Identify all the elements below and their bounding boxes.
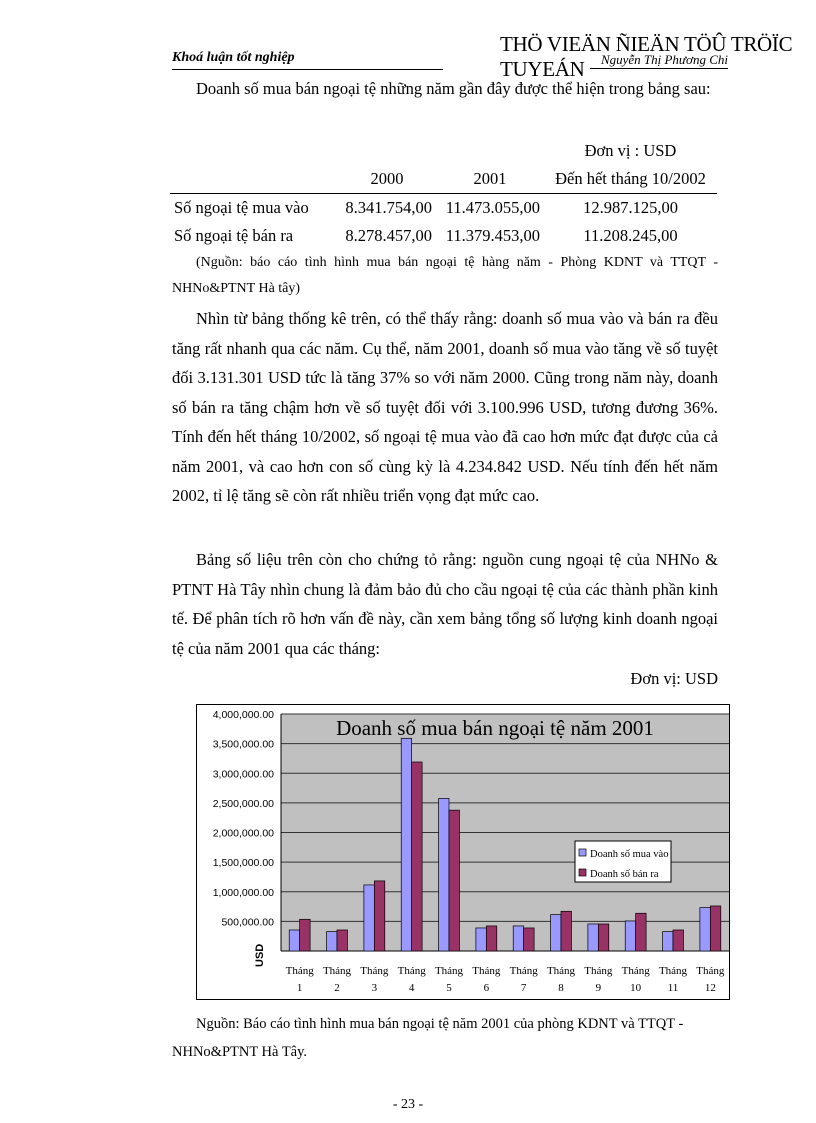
y-tick-label: 3,500,000.00	[213, 739, 274, 751]
x-tick-label: Tháng	[398, 965, 427, 977]
x-tick-label: Tháng	[472, 965, 501, 977]
bar-buy	[326, 931, 338, 952]
bar-sell	[336, 929, 348, 952]
x-tick-label: 1	[297, 982, 303, 994]
bar-buy	[400, 737, 413, 952]
bar-sell	[448, 809, 460, 952]
col-header: 2000	[370, 169, 404, 188]
legend-label: Doanh số mua vào	[590, 849, 668, 860]
header-rule	[172, 69, 443, 70]
table-row: Số ngoại tệ mua vào 8.341.754,00 11.473.…	[170, 194, 717, 223]
header-author: Nguyễn Thị Phương Chi	[590, 52, 728, 69]
bar-sell	[560, 910, 572, 952]
col-header: 2001	[473, 169, 507, 188]
x-tick-label: 12	[705, 982, 716, 994]
x-tick-label: 7	[521, 982, 527, 994]
x-tick-label: 2	[334, 982, 340, 994]
bar-sell	[597, 923, 610, 952]
bar-sell	[635, 912, 647, 952]
x-tick-label: Tháng	[584, 965, 613, 977]
bar-buy	[624, 920, 637, 952]
y-tick-label: 2,000,000.00	[213, 828, 274, 840]
bar-sell	[411, 761, 423, 952]
x-tick-label: 3	[372, 982, 378, 994]
x-tick-label: 9	[596, 982, 602, 994]
x-tick-label: Tháng	[547, 965, 576, 977]
cell: 8.278.457,00	[345, 226, 432, 245]
table-unit: Đơn vị : USD	[584, 141, 677, 160]
row-label: Số ngoại tệ bán ra	[174, 226, 294, 245]
bar-chart: 500,000.00 1,000,000.00 1,500,000.00 2,000,…	[213, 709, 729, 994]
cell: 11.379.453,00	[445, 226, 540, 245]
chart-title: Doanh số mua bán ngoại tệ năm 2001	[336, 716, 654, 740]
table-source: (Nguồn: báo cáo tình hình mua bán ngoại …	[172, 255, 718, 296]
bar-sell	[672, 929, 684, 952]
col-header: Đến hết tháng 10/2002	[555, 169, 706, 188]
bar-sell	[709, 905, 722, 952]
x-tick-label: 4	[409, 982, 415, 994]
y-tick-label: 2,500,000.00	[213, 798, 274, 810]
sales-table: Đơn vị : USD 2000 2001 Đến hết tháng 10/…	[170, 137, 717, 250]
bar-buy	[662, 931, 674, 952]
bar-buy	[363, 884, 375, 952]
bar-sell	[523, 927, 535, 952]
bar-sell	[299, 918, 311, 952]
cell: 12.987.125,00	[583, 198, 678, 217]
legend	[574, 840, 672, 883]
legend-swatch	[578, 868, 587, 877]
header-title: Khoá luận tốt nghiệp	[172, 50, 295, 65]
chart-source: Nguồn: Báo cáo tình hình mua bán ngoại t…	[172, 1016, 684, 1060]
x-tick-label: Tháng	[696, 965, 725, 977]
y-tick-label: 1,000,000.00	[213, 887, 274, 899]
y-axis-label: USD	[254, 944, 266, 967]
bar-sell	[485, 925, 498, 952]
table-header-row: 2000 2001 Đến hết tháng 10/2002	[170, 165, 717, 194]
bar-buy	[475, 927, 487, 952]
chart-frame: 500,000.00 1,000,000.00 1,500,000.00 2,000,…	[196, 704, 730, 1000]
bar-buy	[587, 923, 599, 952]
bar-buy	[512, 925, 525, 952]
bar-buy	[550, 914, 562, 952]
cell: 8.341.754,00	[345, 198, 432, 217]
x-tick-label: Tháng	[360, 965, 389, 977]
y-tick-label: 3,000,000.00	[213, 768, 274, 780]
header-watermark: THÖ VIEÄN ÑIEÄN TÖÛ TRÖÏC TUYEÁN	[500, 32, 793, 81]
x-tick-label: 5	[446, 982, 452, 994]
bar-buy	[699, 907, 711, 952]
chart-unit: Đơn vị: USD	[630, 669, 718, 688]
x-tick-label: 11	[668, 982, 679, 994]
row-label: Số ngoại tệ mua vào	[174, 198, 309, 217]
y-tick-label: 1,500,000.00	[213, 857, 274, 869]
x-tick-label: Tháng	[286, 965, 315, 977]
x-tick-label: 10	[630, 982, 642, 994]
x-tick-label: Tháng	[510, 965, 539, 977]
x-tick-label: 8	[558, 982, 564, 994]
x-tick-label: Tháng	[659, 965, 688, 977]
x-tick-label: Tháng	[622, 965, 651, 977]
cell: 11.208.245,00	[583, 226, 678, 245]
page-number: - 23 -	[392, 1097, 424, 1112]
legend-label: Doanh số bán ra	[590, 869, 659, 880]
y-tick-label: 500,000.00	[221, 916, 274, 928]
table-row: Số ngoại tệ bán ra 8.278.457,00 11.379.4…	[170, 222, 717, 250]
paragraph-2: Bảng số liệu trên còn cho chứng tỏ rằng:…	[172, 550, 718, 658]
intro-paragraph: Doanh số mua bán ngoại tệ những năm gần …	[196, 79, 711, 98]
x-tick-label: Tháng	[435, 965, 464, 977]
bar-buy	[438, 798, 450, 952]
cell: 11.473.055,00	[445, 198, 540, 217]
paragraph-1: Nhìn từ bảng thống kê trên, có thể thấy …	[172, 309, 718, 505]
x-tick-label: Tháng	[323, 965, 352, 977]
x-tick-label: 6	[484, 982, 490, 994]
bar-buy	[288, 929, 301, 952]
bar-sell	[373, 880, 386, 952]
y-tick-label: 4,000,000.00	[213, 709, 274, 721]
legend-swatch	[578, 848, 587, 857]
